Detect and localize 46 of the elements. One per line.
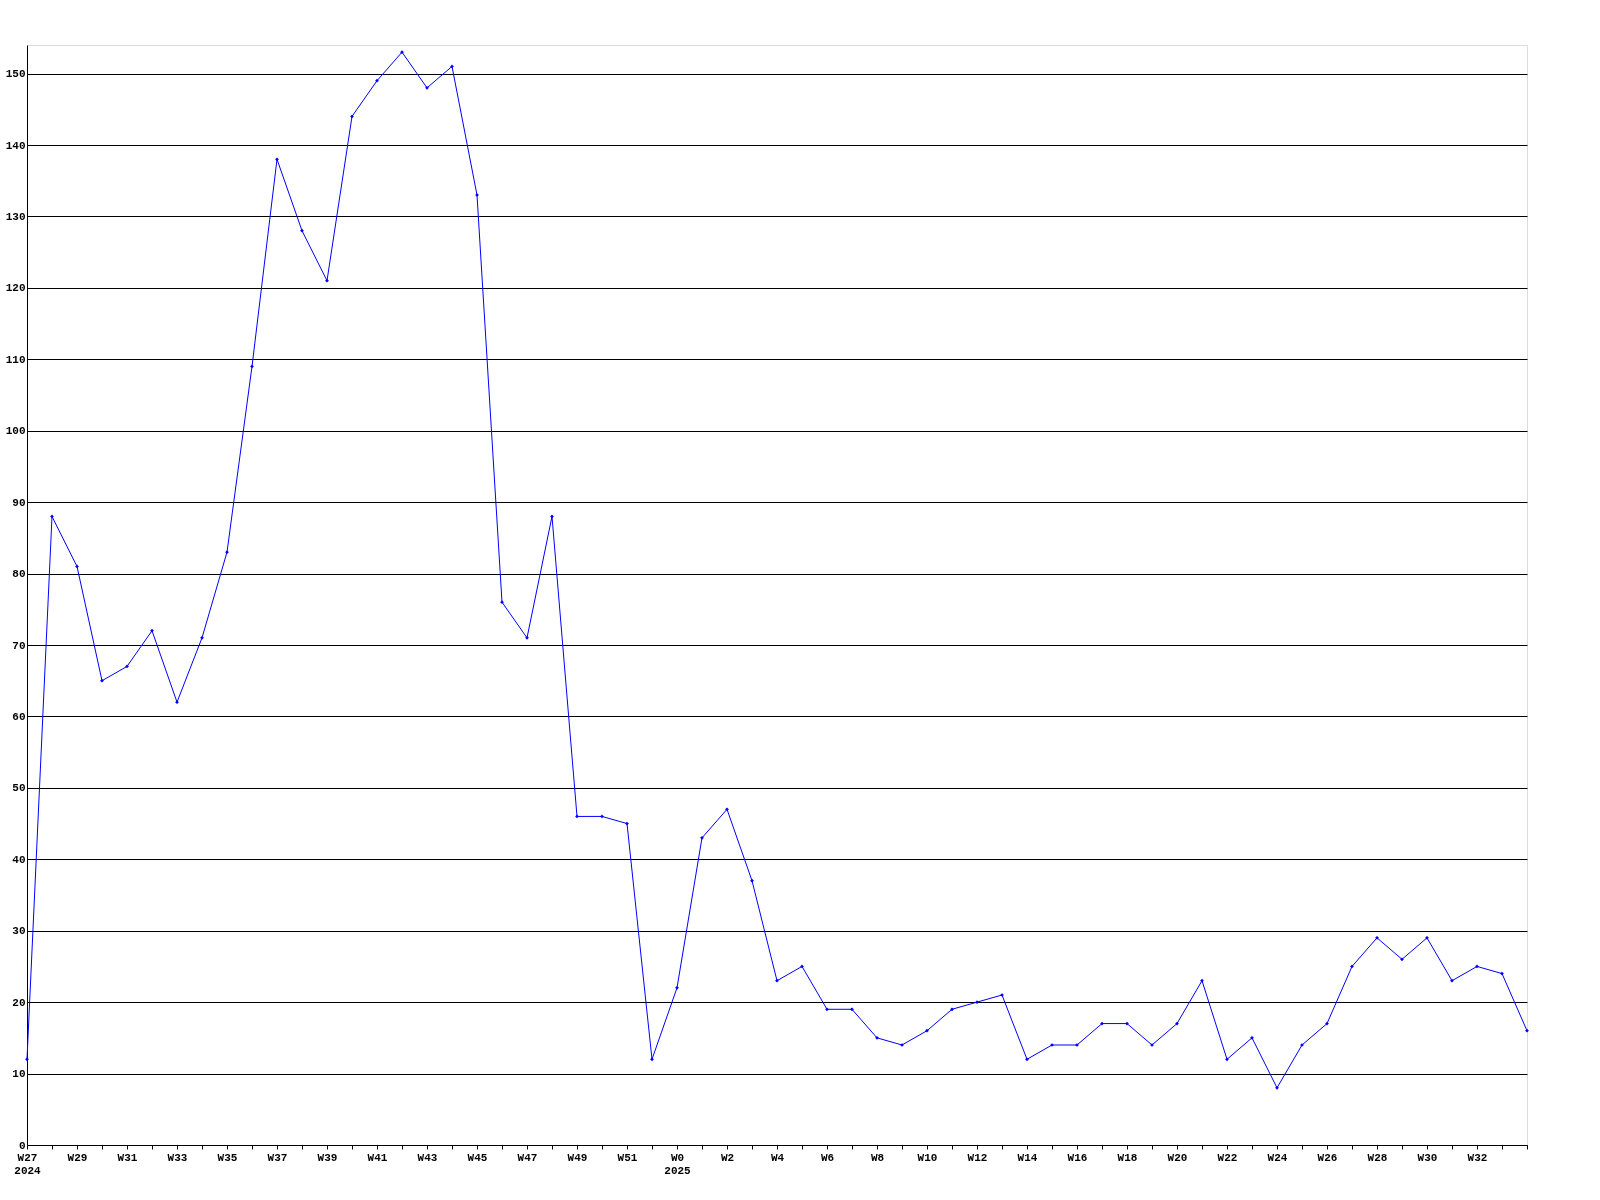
x-tick-label: W4 — [770, 1151, 785, 1164]
x-tick-label: W27 2024 — [14, 1151, 42, 1177]
x-tick-label: W12 — [967, 1151, 988, 1164]
x-tick-label: W35 — [217, 1151, 238, 1164]
y-tick-label: 40 — [12, 853, 26, 866]
y-tick-label: 30 — [12, 925, 26, 938]
y-tick-label: 100 — [5, 425, 26, 438]
x-tick-label: W31 — [117, 1151, 138, 1164]
x-tick-label: W33 — [167, 1151, 188, 1164]
y-tick-label: 50 — [12, 782, 26, 795]
x-tick-label: W32 — [1467, 1151, 1488, 1164]
x-tick-label: W51 — [617, 1151, 638, 1164]
y-tick-label: 20 — [12, 996, 26, 1009]
x-tick-label: W45 — [467, 1151, 488, 1164]
x-tick-label: W20 — [1167, 1151, 1188, 1164]
x-tick-label: W10 — [917, 1151, 938, 1164]
x-tick-label: W22 — [1217, 1151, 1238, 1164]
y-tick-label: 130 — [5, 210, 26, 223]
x-tick-label: W30 — [1417, 1151, 1438, 1164]
x-tick-label: W0 2025 — [664, 1151, 692, 1177]
y-tick-label: 0 — [18, 1139, 26, 1152]
x-tick-label: W24 — [1267, 1151, 1288, 1164]
y-tick-label: 110 — [5, 353, 26, 366]
x-tick-label: W2 — [720, 1151, 735, 1164]
x-tick-label: W14 — [1017, 1151, 1038, 1164]
x-tick-label: W18 — [1117, 1151, 1138, 1164]
x-tick-label: W39 — [317, 1151, 338, 1164]
x-tick-label: W28 — [1367, 1151, 1388, 1164]
y-tick-label: 90 — [12, 496, 26, 509]
y-tick-label: 60 — [12, 710, 26, 723]
y-tick-label: 70 — [12, 639, 26, 652]
x-tick-label: W41 — [367, 1151, 388, 1164]
x-tick-label: W49 — [567, 1151, 588, 1164]
x-tick-label: W37 — [267, 1151, 288, 1164]
x-tick-label: W29 — [67, 1151, 88, 1164]
y-tick-label: 140 — [5, 139, 26, 152]
y-tick-label: 120 — [5, 282, 26, 295]
x-tick-label: W43 — [417, 1151, 438, 1164]
y-tick-label: 150 — [5, 68, 26, 81]
y-tick-label: 80 — [12, 568, 26, 581]
x-tick-label: W47 — [517, 1151, 538, 1164]
x-tick-label: W16 — [1067, 1151, 1088, 1164]
y-tick-label: 10 — [12, 1068, 26, 1081]
x-tick-label: W26 — [1317, 1151, 1338, 1164]
x-tick-label: W6 — [820, 1151, 835, 1164]
x-tick-label: W8 — [870, 1151, 885, 1164]
